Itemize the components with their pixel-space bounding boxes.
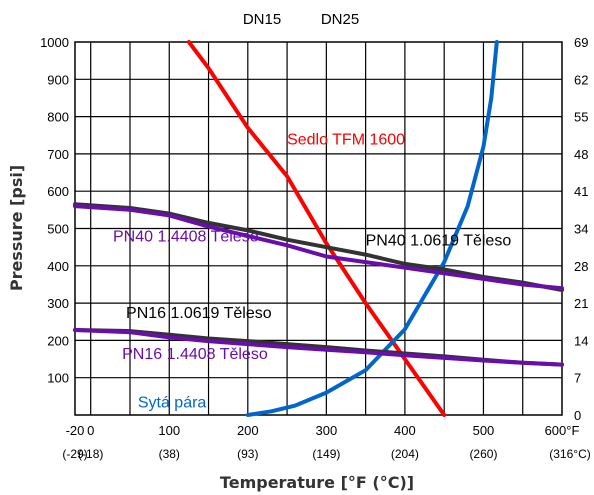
series-annotation: PN40 1.4408 Těleso	[113, 229, 259, 246]
series-layer	[73, 40, 564, 417]
y-tick-label-left: 900	[47, 72, 69, 87]
x-tick-label: 200	[237, 423, 259, 438]
y-tick-label-right: 55	[574, 110, 588, 125]
annotations-layer: Sedlo TFM 1600 PN40 1.4408 Těleso PN40 1.0…	[113, 132, 511, 412]
left-axis-ticks: 100 200 300 400 500 600 700 800 900 1000	[40, 35, 69, 386]
y-tick-label-right: 21	[574, 296, 588, 311]
y-tick-label-right: 62	[574, 72, 588, 87]
x-tick-label: 300	[316, 423, 338, 438]
bottom-axis-ticks: -20 0 100 200 300 400 500 600°F	[66, 423, 580, 438]
y-tick-label-right: 48	[574, 147, 588, 162]
series-annotation: Sytá pára	[138, 395, 207, 412]
y-tick-label-right: 14	[574, 333, 588, 348]
x-tick-label-celsius: (149)	[312, 447, 340, 461]
series-line-2	[245, 40, 499, 417]
x-tick-label: 0	[87, 423, 94, 438]
series-line-1	[186, 40, 447, 417]
top-label: DN25	[321, 11, 359, 28]
x-tick-label: 400	[394, 423, 416, 438]
y-tick-label-right: 28	[574, 259, 588, 274]
y-tick-label-left: 800	[47, 110, 69, 125]
y-tick-label-left: 500	[47, 222, 69, 237]
x-tick-label-celsius: (93)	[237, 447, 258, 461]
series-line-4	[73, 204, 564, 291]
x-tick-label: 500	[473, 423, 495, 438]
y-tick-label-left: 200	[47, 333, 69, 348]
top-labels: DN15 DN25	[243, 11, 359, 28]
series-annotation: Sedlo TFM 1600	[287, 132, 405, 149]
series-annotation: PN40 1.0619 Těleso	[366, 232, 512, 249]
x-tick-label-celsius: (204)	[391, 447, 419, 461]
right-axis-ticks: 0 7 14 21 28 34 41 48 55 62 69	[574, 35, 588, 423]
bottom-axis-celsius-ticks: (-29)(-18) (38) (93) (149) (204) (260) (316°C)	[62, 447, 590, 461]
y-tick-label-left: 700	[47, 147, 69, 162]
x-tick-label-celsius: (-29)	[62, 447, 87, 461]
y-tick-label-left: 1000	[40, 35, 69, 50]
y-tick-label-right: 69	[574, 35, 588, 50]
x-tick-label-celsius: (316°C)	[549, 447, 590, 461]
y-tick-label-left: 600	[47, 184, 69, 199]
y-tick-label-right: 0	[574, 408, 581, 423]
y-tick-label-right: 7	[574, 371, 581, 386]
top-label: DN15	[243, 11, 281, 28]
y-tick-label-left: 400	[47, 259, 69, 274]
x-tick-label-celsius: (260)	[469, 447, 497, 461]
y-tick-label-right: 41	[574, 184, 588, 199]
plot-frame	[74, 41, 563, 416]
y-tick-label-left: 300	[47, 296, 69, 311]
x-axis-title: Temperature [°F (°C)]	[220, 473, 414, 492]
y-tick-label-right: 34	[574, 222, 588, 237]
x-tick-label: 100	[158, 423, 180, 438]
x-tick-label-celsius: (-18)	[78, 447, 103, 461]
series-annotation: PN16 1.0619 Těleso	[126, 305, 272, 322]
y-tick-label-left: 100	[47, 371, 69, 386]
x-tick-label: 600°F	[545, 423, 580, 438]
x-tick-label-celsius: (38)	[159, 447, 180, 461]
y-axis-title: Pressure [psi]	[7, 165, 26, 291]
series-line-6	[73, 328, 564, 367]
series-annotation: PN16 1.4408 Těleso	[122, 346, 268, 363]
x-tick-label: -20	[66, 423, 85, 438]
